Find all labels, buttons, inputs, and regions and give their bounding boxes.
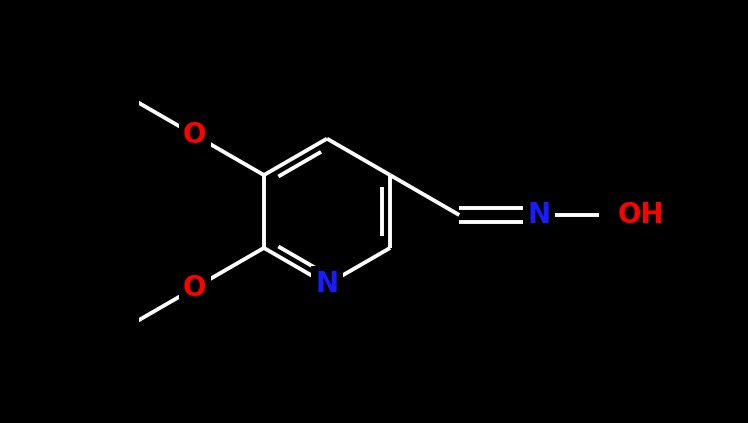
Text: N: N [316,270,339,298]
Text: N: N [527,201,551,229]
Text: O: O [183,274,206,302]
Text: OH: OH [618,201,664,229]
Text: O: O [183,121,206,149]
